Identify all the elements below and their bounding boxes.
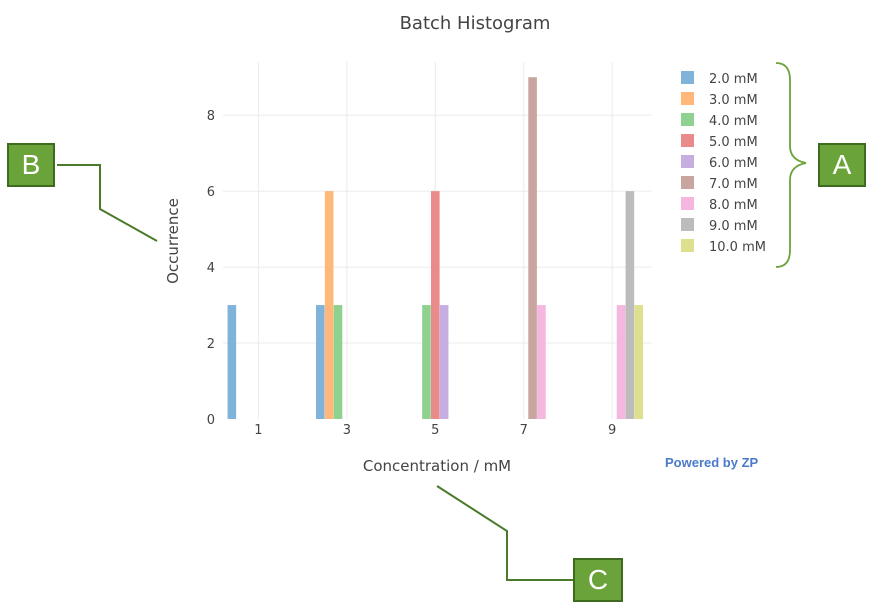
legend-swatch — [681, 197, 694, 210]
legend-swatch — [681, 113, 694, 126]
legend-item[interactable]: 9.0 mM — [681, 218, 758, 234]
bar[interactable] — [333, 305, 343, 419]
bar[interactable] — [625, 191, 635, 419]
y-axis-ticks: 0 2 4 6 8 — [207, 109, 215, 428]
chart-title: Batch Histogram — [400, 13, 551, 34]
x-axis-label: Concentration / mM — [363, 457, 511, 475]
bar[interactable] — [422, 305, 431, 419]
legend-label: 5.0 mM — [709, 135, 758, 150]
bar[interactable] — [528, 77, 537, 419]
legend-label: 7.0 mM — [709, 177, 758, 192]
callout-b-leader — [57, 164, 158, 242]
legend-label: 2.0 mM — [709, 72, 758, 87]
x-tick-label: 1 — [254, 423, 262, 438]
y-axis-label: Occurrence — [164, 198, 182, 284]
legend-label: 6.0 mM — [709, 156, 758, 171]
bar[interactable] — [315, 305, 325, 419]
bar[interactable] — [227, 305, 237, 419]
legend-item[interactable]: 7.0 mM — [681, 176, 758, 192]
y-tick-label: 2 — [207, 337, 215, 352]
legend-label: 4.0 mM — [709, 114, 758, 129]
callout-c-leader — [436, 485, 573, 581]
y-tick-label: 8 — [207, 109, 215, 124]
legend-label: 9.0 mM — [709, 219, 758, 234]
y-tick-label: 0 — [207, 413, 215, 428]
legend-swatch — [681, 71, 694, 84]
x-tick-label: 3 — [343, 423, 351, 438]
legend-label: 8.0 mM — [709, 198, 758, 213]
legend-item[interactable]: 6.0 mM — [681, 155, 758, 171]
legend-swatch — [681, 92, 694, 105]
bar[interactable] — [324, 191, 334, 419]
chart-bars — [227, 77, 644, 419]
legend-item[interactable]: 10.0 mM — [681, 239, 766, 255]
legend-label: 3.0 mM — [709, 93, 758, 108]
legend-item[interactable]: 2.0 mM — [681, 71, 758, 87]
legend-brace — [775, 62, 807, 268]
legend-item[interactable]: 3.0 mM — [681, 92, 758, 108]
x-tick-label: 9 — [608, 423, 616, 438]
bar[interactable] — [537, 305, 546, 419]
x-tick-label: 5 — [431, 423, 439, 438]
x-axis-ticks: 1 3 5 7 9 — [254, 423, 616, 438]
bar[interactable] — [430, 191, 440, 419]
bar[interactable] — [439, 305, 449, 419]
legend-swatch — [681, 218, 694, 231]
callout-a: A — [818, 143, 866, 187]
callout-b: B — [7, 143, 55, 187]
powered-by-label[interactable]: Powered by ZP — [665, 455, 759, 470]
bar[interactable] — [616, 305, 626, 419]
callout-c: C — [573, 558, 623, 602]
legend-item[interactable]: 5.0 mM — [681, 134, 758, 150]
x-tick-label: 7 — [520, 423, 528, 438]
y-tick-label: 4 — [207, 261, 215, 276]
legend-swatch — [681, 239, 694, 252]
legend-swatch — [681, 134, 694, 147]
legend-swatch — [681, 176, 694, 189]
legend-item[interactable]: 8.0 mM — [681, 197, 758, 213]
legend-item[interactable]: 4.0 mM — [681, 113, 758, 129]
bar[interactable] — [634, 305, 644, 419]
legend-swatch — [681, 155, 694, 168]
y-tick-label: 6 — [207, 185, 215, 200]
chart-legend[interactable]: 2.0 mM 3.0 mM 4.0 mM 5.0 mM 6.0 mM 7.0 mM 8.0 … — [681, 71, 766, 255]
legend-label: 10.0 mM — [709, 240, 766, 255]
